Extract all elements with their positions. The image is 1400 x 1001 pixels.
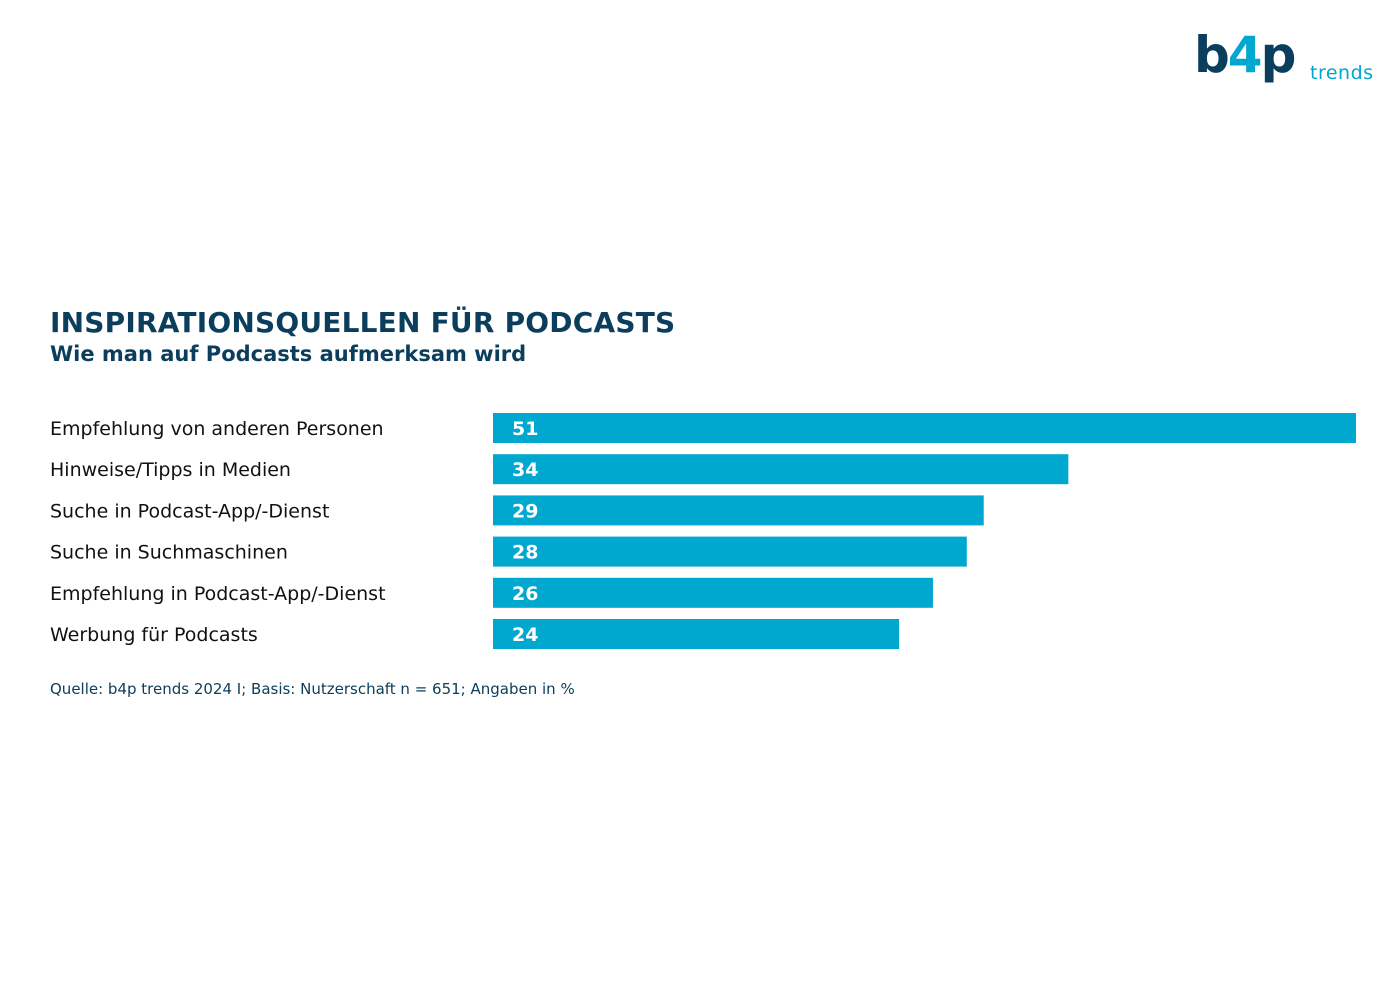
bar: [493, 536, 967, 567]
category-label: Hinweise/Tipps in Medien: [50, 459, 291, 481]
bar: [493, 495, 984, 526]
data-label: 29: [512, 500, 538, 522]
logo-suffix: p: [1260, 26, 1297, 84]
category-label: Empfehlung in Podcast-App/-Dienst: [50, 583, 386, 605]
logo-prefix: b: [1194, 26, 1230, 84]
bar: [493, 619, 900, 649]
category-label: Empfehlung von anderen Personen: [50, 418, 384, 440]
logo-wordmark: b4p: [1194, 30, 1296, 80]
category-label: Suche in Suchmaschinen: [50, 542, 288, 564]
bar: [493, 577, 933, 608]
data-label: 26: [512, 583, 538, 605]
chart-title: INSPIRATIONSQUELLEN FÜR PODCASTS: [50, 306, 676, 339]
data-label: 51: [512, 418, 538, 440]
data-label: 34: [512, 459, 538, 481]
logo-accent: 4: [1227, 26, 1263, 84]
logo-tagline: trends: [1310, 62, 1374, 84]
category-label: Suche in Podcast-App/-Dienst: [50, 500, 329, 522]
category-label: Werbung für Podcasts: [50, 624, 258, 646]
chart-subtitle: Wie man auf Podcasts aufmerksam wird: [50, 342, 527, 366]
b4p-trends-logo: b4p trends: [1190, 30, 1380, 100]
data-label: 28: [512, 542, 538, 564]
data-label: 24: [512, 624, 538, 646]
bar: [493, 413, 1356, 443]
bar: [493, 454, 1069, 485]
source-note: Quelle: b4p trends 2024 I; Basis: Nutzer…: [50, 680, 575, 698]
